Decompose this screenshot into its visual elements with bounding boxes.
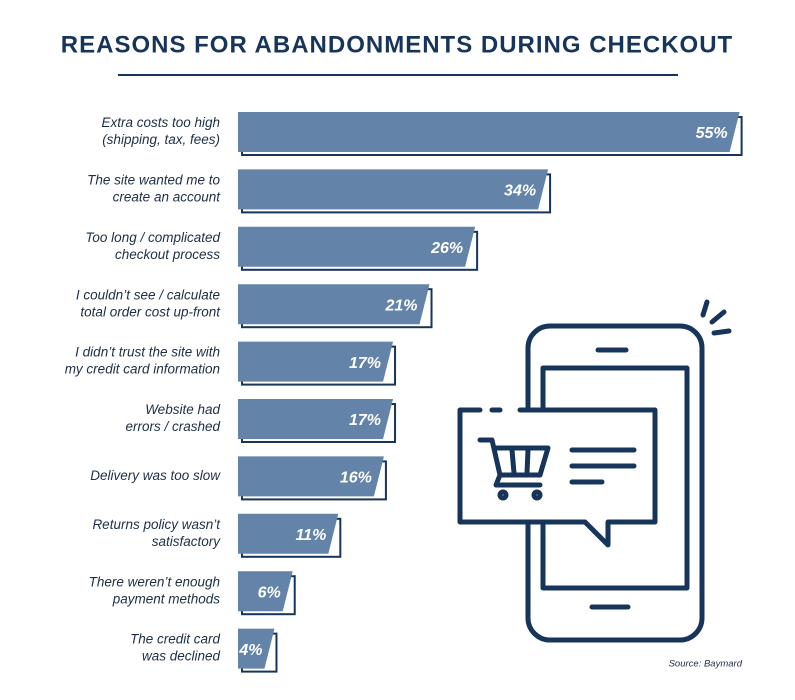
value-label: 4% bbox=[238, 642, 262, 659]
category-label: There weren’t enough bbox=[89, 574, 220, 589]
alert-mark bbox=[700, 299, 710, 318]
category-label: Returns policy wasn’t bbox=[92, 517, 221, 532]
bar bbox=[238, 571, 293, 612]
value-label: 11% bbox=[295, 527, 326, 544]
category-label: I couldn’t see / calculate bbox=[76, 287, 220, 302]
source: Source: Baymard bbox=[669, 659, 743, 670]
cart-wheel bbox=[497, 489, 509, 501]
category-label: Website had bbox=[145, 402, 220, 417]
cart bbox=[509, 447, 517, 476]
value-label: 34% bbox=[504, 183, 536, 200]
bar bbox=[238, 226, 476, 267]
alert-mark bbox=[711, 328, 732, 336]
category-label: The credit card bbox=[130, 632, 221, 647]
chat-bubble bbox=[457, 407, 658, 548]
value-label: 6% bbox=[258, 584, 281, 601]
phone-illustration bbox=[457, 299, 732, 643]
cart bbox=[493, 472, 543, 488]
category-label: checkout process bbox=[115, 247, 220, 262]
value-label: 17% bbox=[349, 412, 381, 429]
category-label: I didn’t trust the site with bbox=[75, 345, 220, 360]
value-label: 55% bbox=[696, 125, 728, 142]
cart bbox=[524, 447, 531, 476]
value-label: 17% bbox=[349, 355, 381, 372]
category-label: was declined bbox=[142, 649, 221, 664]
category-label: payment methods bbox=[112, 591, 221, 606]
bar bbox=[238, 341, 394, 382]
category-label: create an account bbox=[113, 189, 222, 204]
chart-title: REASONS FOR ABANDONMENTS DURING CHECKOUT bbox=[61, 31, 733, 58]
value-label: 21% bbox=[384, 297, 417, 314]
category-label: Delivery was too slow bbox=[90, 468, 221, 483]
cart bbox=[477, 437, 551, 478]
value-label: 16% bbox=[340, 470, 372, 487]
bar bbox=[238, 513, 339, 554]
category-label: Extra costs too high bbox=[101, 115, 220, 130]
category-label: satisfactory bbox=[152, 534, 222, 549]
category-label: errors / crashed bbox=[125, 419, 220, 434]
bar bbox=[238, 456, 384, 497]
category-label: Too long / complicated bbox=[85, 230, 220, 245]
category-label: (shipping, tax, fees) bbox=[102, 132, 220, 147]
bar bbox=[238, 628, 275, 669]
cart-wheel bbox=[531, 489, 543, 501]
bar bbox=[238, 112, 740, 152]
alert-mark bbox=[709, 309, 727, 325]
value-label: 26% bbox=[430, 240, 463, 257]
bar bbox=[238, 399, 394, 439]
bar bbox=[238, 284, 430, 325]
category-label: total order cost up-front bbox=[80, 304, 221, 319]
bar bbox=[238, 169, 549, 210]
category-label: my credit card information bbox=[65, 362, 220, 377]
category-label: The site wanted me to bbox=[87, 172, 220, 187]
